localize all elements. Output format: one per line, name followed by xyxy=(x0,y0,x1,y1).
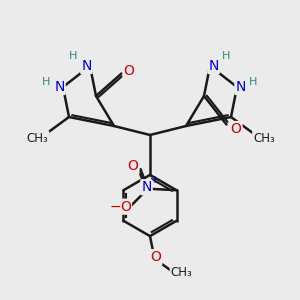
Text: N: N xyxy=(81,59,92,73)
Text: O: O xyxy=(120,200,131,214)
Text: CH₃: CH₃ xyxy=(253,131,275,145)
Text: CH₃: CH₃ xyxy=(27,131,48,145)
Text: O: O xyxy=(124,64,134,77)
Text: H: H xyxy=(222,51,231,62)
Text: +: + xyxy=(150,175,158,185)
Text: O: O xyxy=(231,122,242,136)
Text: N: N xyxy=(208,59,219,73)
Text: O: O xyxy=(128,159,138,173)
Text: H: H xyxy=(249,76,258,87)
Text: N: N xyxy=(141,180,152,194)
Text: O: O xyxy=(151,250,161,264)
Text: H: H xyxy=(42,76,51,87)
Text: CH₃: CH₃ xyxy=(171,266,192,279)
Text: −: − xyxy=(109,200,121,214)
Text: H: H xyxy=(69,51,78,62)
Text: N: N xyxy=(54,80,64,94)
Text: N: N xyxy=(236,80,246,94)
